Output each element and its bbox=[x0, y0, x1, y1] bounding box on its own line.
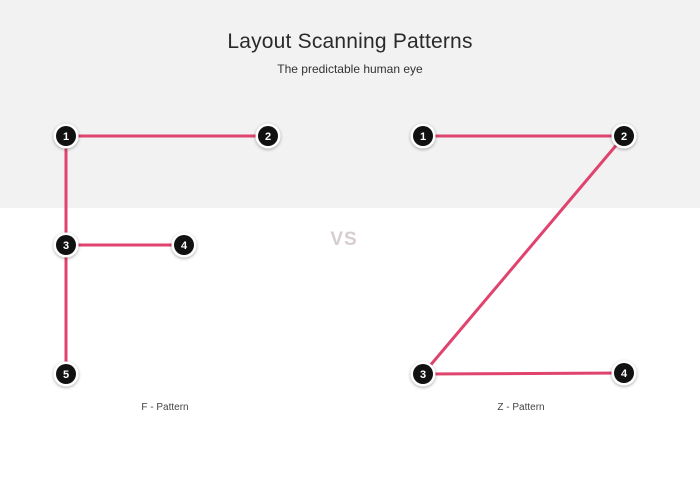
z-node-3-label: 3 bbox=[420, 369, 426, 381]
z-line-2-3 bbox=[421, 134, 626, 376]
z-node-1-label: 1 bbox=[420, 131, 426, 143]
z-pattern-nodes: 1 2 3 4 bbox=[410, 123, 637, 387]
z-node-1: 1 bbox=[410, 123, 436, 149]
z-pattern-caption: Z - Pattern bbox=[497, 402, 545, 413]
z-node-4-label: 4 bbox=[621, 368, 628, 380]
f-node-4: 4 bbox=[171, 232, 197, 258]
f-pattern-nodes: 1 2 3 4 5 bbox=[53, 123, 281, 387]
header-band bbox=[0, 0, 700, 208]
f-node-1-label: 1 bbox=[63, 131, 69, 143]
page-subtitle: The predictable human eye bbox=[277, 62, 423, 76]
f-node-3-label: 3 bbox=[63, 240, 69, 252]
z-pattern-lines bbox=[421, 134, 626, 376]
f-pattern-lines bbox=[64, 134, 270, 376]
f-node-3: 3 bbox=[53, 232, 79, 258]
z-node-4: 4 bbox=[611, 360, 637, 386]
f-node-2: 2 bbox=[255, 123, 281, 149]
z-node-3: 3 bbox=[410, 361, 436, 387]
f-node-5: 5 bbox=[53, 361, 79, 387]
z-line-3-4 bbox=[421, 371, 626, 376]
page-title: Layout Scanning Patterns bbox=[227, 30, 473, 53]
f-node-1: 1 bbox=[53, 123, 79, 149]
z-node-2-label: 2 bbox=[621, 131, 627, 143]
f-node-4-label: 4 bbox=[181, 240, 188, 252]
f-pattern-caption: F - Pattern bbox=[141, 402, 189, 413]
z-node-2: 2 bbox=[611, 123, 637, 149]
vs-divider: VS bbox=[330, 229, 358, 250]
f-node-2-label: 2 bbox=[265, 131, 271, 143]
f-node-5-label: 5 bbox=[63, 369, 69, 381]
